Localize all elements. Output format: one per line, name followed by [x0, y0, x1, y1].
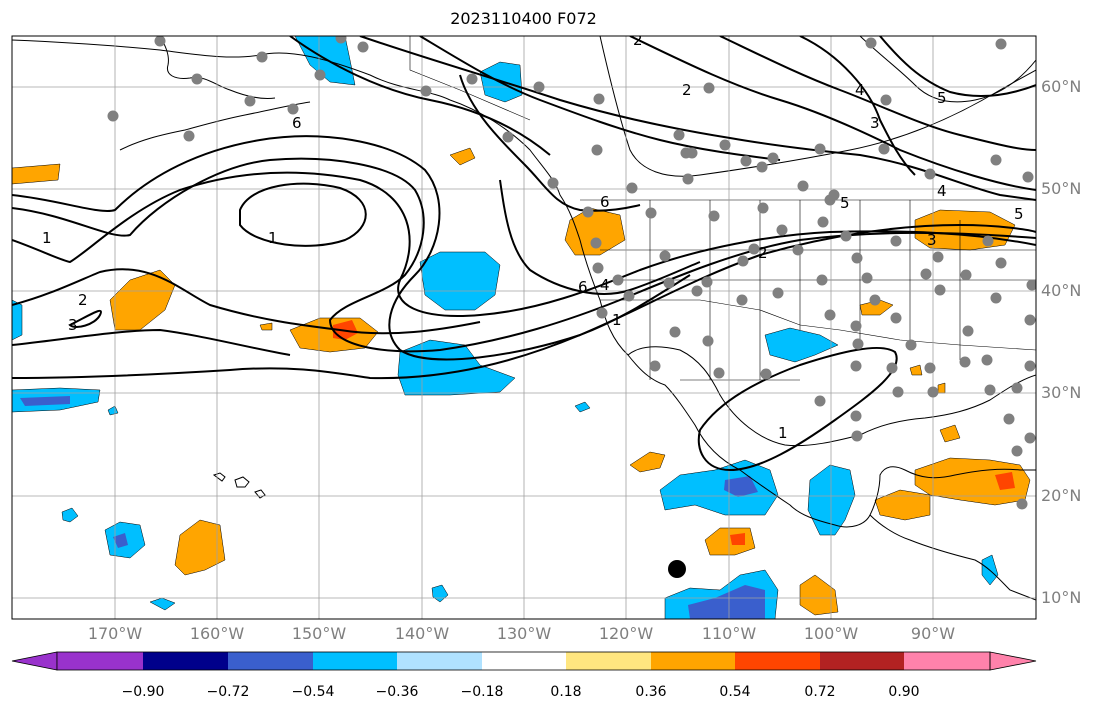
lat-label-10n: 10°N [1041, 588, 1082, 607]
station-markers [107, 36, 1036, 510]
colorbar-tick: −0.90 [121, 684, 165, 700]
colorbar-tick: 0.72 [804, 684, 836, 700]
lon-label-110w: 110°W [701, 624, 757, 643]
contour-label: 2 [758, 244, 768, 262]
coastlines [12, 36, 1036, 601]
colorbar-arrow-left [11, 651, 58, 671]
contour-value-labels: 1 2 3 1 6 2 2 6 4 6 1 2 4 3 5 4 5 5 3 1 [42, 31, 1024, 442]
lon-label-150w: 150°W [291, 624, 347, 643]
lon-label-140w: 140°W [394, 624, 450, 643]
contour-label: 1 [612, 311, 622, 329]
contour-label: 4 [937, 182, 947, 200]
map-title: 2023110400 F072 [450, 9, 597, 28]
colorbar-tick: 0.18 [550, 684, 582, 700]
contour-label: 4 [600, 276, 610, 294]
lat-label-60n: 60°N [1041, 77, 1082, 96]
colorbar-arrow-right [989, 651, 1037, 671]
contour-label: 6 [600, 193, 610, 211]
colorbar-tick: −0.54 [291, 684, 335, 700]
contour-label: 2 [682, 81, 692, 99]
colorbar [11, 651, 1037, 671]
lon-label-130w: 130°W [496, 624, 552, 643]
location-marker [668, 560, 686, 578]
colorbar-tick: −0.72 [206, 684, 250, 700]
contour-label: 2 [633, 31, 643, 49]
colorbar-tick: −0.18 [460, 684, 504, 700]
lon-label-160w: 160°W [189, 624, 245, 643]
contour-label: 6 [292, 114, 302, 132]
lat-label-50n: 50°N [1041, 179, 1082, 198]
colorbar-tick: 0.90 [888, 684, 920, 700]
contour-label: 3 [927, 231, 937, 249]
colorbar-tick: 0.36 [635, 684, 667, 700]
contour-label: 3 [68, 316, 78, 334]
gridlines [12, 36, 1036, 619]
colorbar-tick: −0.36 [375, 684, 419, 700]
contour-label: 5 [840, 194, 850, 212]
contour-label: 4 [855, 81, 865, 99]
lon-label-90w: 90°W [910, 624, 956, 643]
contour-label: 1 [778, 424, 788, 442]
contour-label: 5 [1014, 205, 1024, 223]
contour-label: 1 [268, 229, 278, 247]
contour-label: 5 [937, 89, 947, 107]
map-border [11, 35, 1037, 620]
lon-label-100w: 100°W [803, 624, 859, 643]
colorbar-tick: 0.54 [719, 684, 751, 700]
lon-label-120w: 120°W [598, 624, 654, 643]
contour-label: 3 [870, 114, 880, 132]
contour-label: 6 [578, 278, 588, 296]
lon-label-170w: 170°W [87, 624, 143, 643]
contour-label: 1 [42, 229, 52, 247]
lat-label-40n: 40°N [1041, 281, 1082, 300]
contour-label: 2 [78, 291, 88, 309]
lat-label-30n: 30°N [1041, 383, 1082, 402]
contour-lines [12, 36, 1036, 472]
lat-label-20n: 20°N [1041, 486, 1082, 505]
